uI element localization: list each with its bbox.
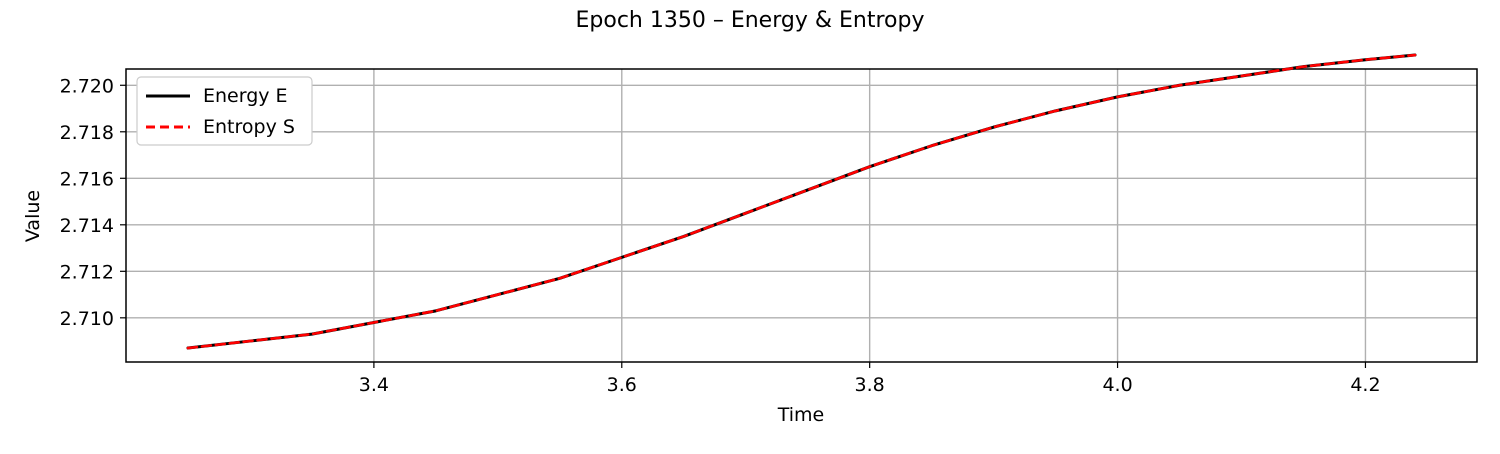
x-tick-label: 3.6 [607,374,637,396]
grid-layer [126,69,1477,362]
y-tick-label: 2.714 [60,215,114,237]
x-tick-label: 3.4 [359,374,389,396]
legend-entropy-label: Entropy S [203,116,295,138]
x-tick-label: 4.2 [1350,374,1380,396]
legend-energy-label: Energy E [203,85,288,107]
x-tick-label: 4.0 [1102,374,1132,396]
series-line-energy-e [188,55,1415,348]
x-tick-label: 3.8 [855,374,885,396]
y-axis-label: Value [22,190,44,242]
y-tick-label: 2.710 [60,308,114,330]
y-tick-label: 2.716 [60,168,114,190]
series-layer [188,55,1415,348]
chart-title: Epoch 1350 – Energy & Entropy [576,8,925,33]
y-tick-label: 2.720 [60,75,114,97]
legend: Energy E Entropy S [137,77,312,145]
series-line-entropy-s [188,55,1415,348]
y-tick-label: 2.712 [60,261,114,283]
x-axis-label: Time [777,404,825,426]
y-tick-label: 2.718 [60,122,114,144]
